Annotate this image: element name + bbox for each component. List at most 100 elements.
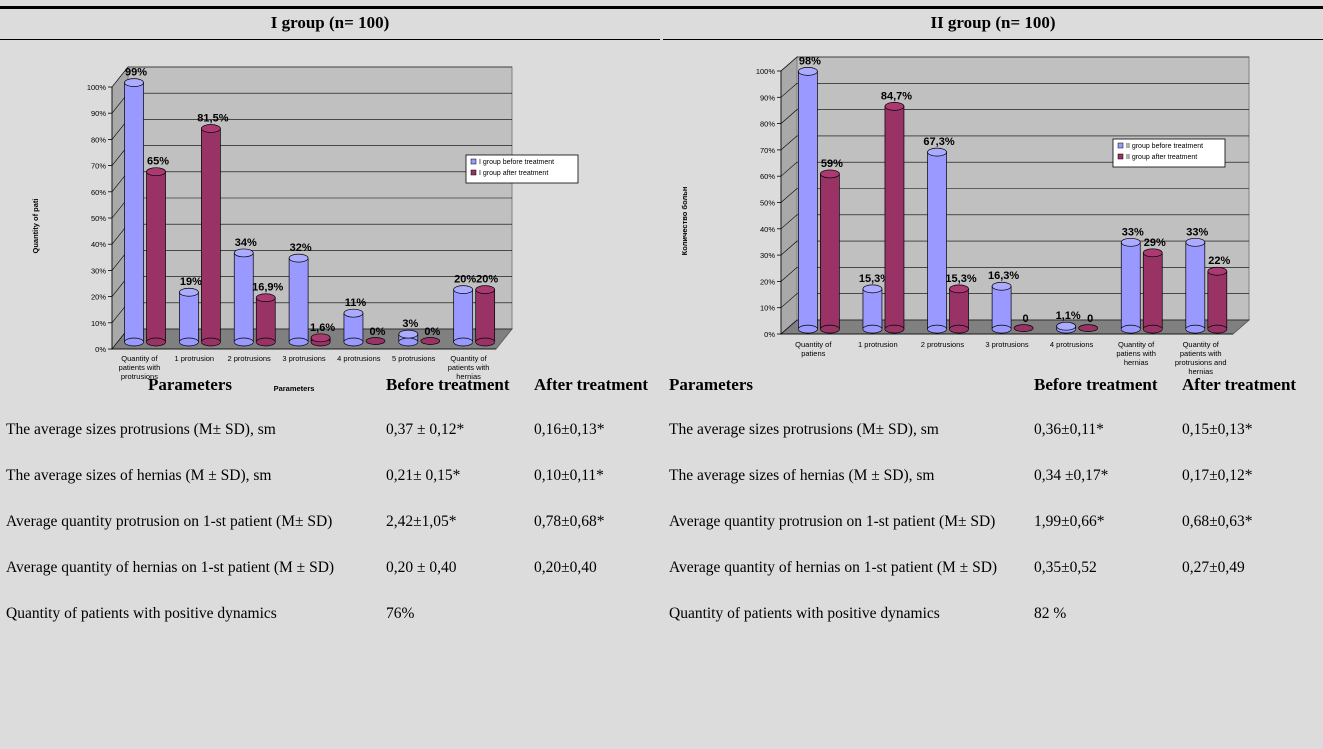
group-1-header: I group (n= 100)	[0, 9, 660, 40]
data-label: 84,7%	[881, 90, 912, 102]
bar-base-cover	[146, 341, 166, 343]
bar	[927, 147, 947, 334]
bar-top	[927, 147, 947, 157]
bar-body	[233, 252, 254, 343]
parameter-cell: The average sizes of hernias (M ± SD), s…	[669, 467, 935, 484]
legend-swatch	[1117, 153, 1124, 160]
bar	[1078, 324, 1099, 332]
bar-base-cover	[885, 328, 904, 331]
bar-base-cover	[1143, 328, 1162, 331]
after-value-cell	[1176, 591, 1323, 637]
group-1-table: Parameters Before treatment After treatm…	[0, 361, 660, 637]
bar-base-cover	[179, 341, 198, 343]
y-tick-label: 70%	[760, 146, 775, 155]
group-2-chart: 0% 10% 20% 30% 40% 50% 60% 70% 80% 90% 100% 98% 15,3…	[680, 55, 1251, 376]
bar-base-cover	[289, 341, 308, 343]
bar-body	[927, 151, 947, 330]
after-value-cell: 0,20±0,40	[534, 559, 597, 576]
table-row: Quantity of patients with positive dynam…	[0, 591, 660, 637]
x-tick-label: 2 protrusions	[921, 340, 965, 349]
bar	[255, 293, 276, 347]
table-row: Average quantity of hernias on 1-st pati…	[663, 545, 1323, 591]
bar-top	[179, 287, 199, 297]
bar-body	[453, 289, 474, 343]
data-label: 19%	[180, 276, 202, 288]
after-value-cell	[528, 591, 660, 637]
before-value-cell: 82 %	[1034, 605, 1067, 622]
bar-body	[201, 128, 221, 343]
top-rule	[0, 6, 1323, 9]
x-axis-title: Parameters	[274, 384, 315, 391]
data-label: 0	[1023, 313, 1029, 325]
gridline	[111, 66, 512, 88]
y-tick-label: 0%	[95, 345, 106, 354]
bar-top	[201, 124, 221, 133]
data-label: 15,3%	[859, 273, 890, 285]
bar-base-cover	[344, 341, 363, 343]
parameter-cell: Quantity of patients with positive dynam…	[6, 605, 277, 622]
bar-top	[991, 281, 1012, 291]
bar	[798, 67, 818, 334]
parameter-cell: Average quantity of hernias on 1-st pati…	[6, 559, 335, 576]
x-tick-label: 1 protrusion	[174, 354, 214, 363]
table-row: The average sizes of hernias (M ± SD), s…	[663, 453, 1323, 499]
bar	[475, 285, 496, 347]
bar-top	[820, 169, 840, 179]
bar-top	[1207, 266, 1228, 276]
parameters-header: Parameters	[669, 374, 754, 394]
bar-top	[1120, 237, 1141, 247]
before-value-cell: 0,21± 0,15*	[386, 467, 461, 484]
bar	[398, 329, 419, 347]
gridline	[780, 267, 1249, 282]
y-tick-label: 30%	[91, 266, 106, 275]
table-row: The average sizes of hernias (M ± SD), s…	[0, 453, 660, 499]
bar-top	[1185, 237, 1206, 247]
bar-top	[453, 285, 474, 294]
bar-top	[1142, 248, 1163, 258]
before-treatment-header: Before treatment	[1034, 374, 1158, 394]
bar-top	[233, 248, 254, 258]
x-tick-label: 4 protrusions	[337, 354, 381, 363]
group-1-chart: 0% 10% 20% 30% 40% 50% 60% 70% 80% 90% 100% 99% 19% 3…	[31, 65, 579, 391]
data-label: 3%	[402, 318, 418, 330]
bar-body	[1142, 252, 1163, 330]
bar-body	[949, 288, 969, 330]
table-row: Average quantity of hernias on 1-st pati…	[0, 545, 660, 591]
y-tick-label: 0%	[764, 330, 775, 339]
after-treatment-header: After treatment	[1182, 374, 1297, 394]
data-label: 29%	[1144, 237, 1166, 249]
bar	[862, 284, 883, 334]
bar-flat	[1013, 324, 1034, 332]
bar	[1142, 248, 1163, 334]
data-label: 99%	[125, 67, 147, 79]
x-tick-label: 2 protrusions	[227, 354, 271, 363]
y-tick-label: 40%	[91, 240, 106, 249]
data-label: 16,9%	[252, 282, 283, 294]
bar	[288, 253, 309, 347]
data-label: 65%	[147, 156, 169, 168]
after-value-cell: 0,27±0,49	[1182, 559, 1245, 576]
bar	[1207, 266, 1228, 334]
legend-box	[465, 154, 579, 184]
y-axis-title: Quantity of pati	[31, 199, 40, 254]
x-tick-label: 3 protrusions	[282, 354, 326, 363]
before-value-cell: 0,20 ± 0,40	[386, 559, 457, 576]
x-tick-label: Quantity of patients with hernias	[448, 354, 490, 381]
before-value-cell: 0,34 ±0,17*	[1034, 467, 1109, 484]
bar-base-cover	[124, 341, 144, 343]
table-row: Average quantity protrusion on 1-st pati…	[0, 499, 660, 545]
bar	[365, 337, 386, 345]
data-label: 81,5%	[197, 112, 228, 124]
table-row: The average sizes protrusions (M± SD), s…	[0, 407, 660, 453]
bar-top	[1056, 321, 1077, 331]
parameter-cell: The average sizes protrusions (M± SD), s…	[6, 421, 276, 438]
after-value-cell: 0,17±0,12*	[1182, 467, 1253, 484]
bar-body	[288, 257, 309, 343]
bar-top	[310, 333, 331, 343]
bar-body	[124, 82, 144, 343]
bar-base-cover	[476, 341, 495, 343]
bar-top	[949, 284, 969, 294]
before-value-cell: 0,36±0,11*	[1034, 421, 1104, 438]
y-tick-label: 20%	[760, 277, 775, 286]
y-tick-label: 60%	[760, 172, 775, 181]
